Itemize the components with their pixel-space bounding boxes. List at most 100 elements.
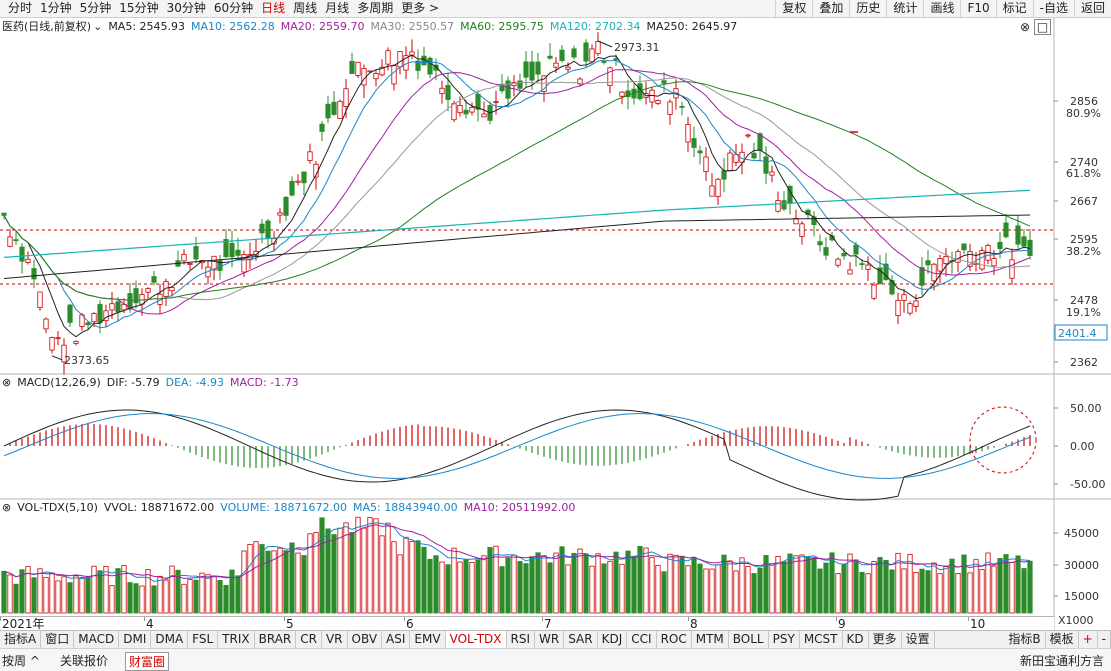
period-tab-1[interactable]: 1分钟	[40, 1, 72, 15]
indicator-tab-15[interactable]: WR	[535, 631, 565, 648]
indicator-tab-24[interactable]: KD	[843, 631, 869, 648]
toolbar-button-3[interactable]: 统计	[886, 0, 923, 17]
indicator-tab-8[interactable]: CR	[296, 631, 322, 648]
indicator-tab-26[interactable]: 设置	[902, 631, 935, 648]
volume-bar	[943, 566, 949, 614]
period-tab-5[interactable]: 60分钟	[213, 1, 254, 15]
volume-bar	[1009, 562, 1015, 614]
status-tab[interactable]: 财富圈	[125, 652, 170, 671]
date-label-1: 4	[146, 617, 154, 631]
chart-title[interactable]: 医药(日线,前复权)	[2, 20, 92, 33]
volume-bar	[139, 585, 145, 614]
period-tab-4[interactable]: 30分钟	[166, 1, 206, 15]
indicator-tab-3[interactable]: DMI	[119, 631, 152, 648]
date-label-5: 8	[690, 617, 698, 631]
volume-bar	[199, 572, 205, 614]
indicator-tab-23[interactable]: MCST	[800, 631, 843, 648]
period-tab-9[interactable]: 多周期	[357, 1, 394, 15]
volume-bar	[895, 552, 901, 614]
volume-bar	[367, 517, 373, 614]
indicator-tab-18[interactable]: CCI	[627, 631, 657, 648]
candle-body	[667, 101, 673, 115]
volume-bar	[781, 561, 787, 614]
period-tab-8[interactable]: 月线	[325, 1, 350, 15]
macd-collapse-icon[interactable]: ⊗	[2, 376, 12, 389]
vvol-label: VVOL: 18871672.00	[103, 501, 215, 514]
candle-body	[433, 64, 439, 71]
indicator-tab-16[interactable]: SAR	[564, 631, 598, 648]
indicator-tab-21[interactable]: BOLL	[729, 631, 769, 648]
indicator-tab-9[interactable]: VR	[322, 631, 348, 648]
indicator-tab-19[interactable]: ROC	[657, 631, 692, 648]
indicator-right-3[interactable]: -	[1098, 631, 1111, 648]
kline-chart[interactable]: 2856 2740 2667 2595 2478 2362 80.9% 61.8% 38.2% 1…	[0, 18, 1111, 630]
candle-body	[553, 62, 559, 68]
candle-body	[91, 313, 97, 323]
indicator-tab-7[interactable]: BRAR	[255, 631, 297, 648]
volume-bar	[655, 564, 661, 614]
period-tab-0[interactable]: 分时	[8, 1, 33, 15]
toolbar-button-7[interactable]: -自选	[1032, 0, 1074, 17]
indicator-tab-10[interactable]: OBV	[348, 631, 383, 648]
indicator-tab-25[interactable]: 更多	[869, 631, 902, 648]
candle-body	[373, 73, 379, 80]
indicator-tab-17[interactable]: KDJ	[598, 631, 628, 648]
candle-body	[847, 269, 853, 275]
indicator-tab-2[interactable]: MACD	[74, 631, 120, 648]
candle-body	[415, 60, 421, 71]
indicator-tab-12[interactable]: EMV	[410, 631, 446, 648]
volume-bar	[31, 577, 37, 614]
candle-body	[763, 156, 769, 174]
status-bar: 按周 ^ 关联报价 财富圈 新田宝通利方言	[0, 648, 1111, 671]
indicator-tab-1[interactable]: 窗口	[41, 631, 75, 648]
indicator-tab-5[interactable]: FSL	[188, 631, 219, 648]
toolbar-button-8[interactable]: 返回	[1073, 0, 1111, 17]
toolbar-button-1[interactable]: 叠加	[812, 0, 849, 17]
indicator-right-1[interactable]: 模板	[1046, 631, 1079, 648]
toolbar-button-5[interactable]: F10	[960, 0, 995, 17]
legend-dropdown-icon[interactable]: ⌄	[93, 20, 103, 33]
toolbar-button-2[interactable]: 历史	[849, 0, 886, 17]
indicator-right-2[interactable]: +	[1079, 631, 1098, 648]
indicator-tab-22[interactable]: PSY	[769, 631, 800, 648]
candle-body	[1009, 259, 1015, 279]
volume-bar	[157, 575, 163, 614]
window-toggle-icon[interactable]: ⊗ □	[1020, 19, 1052, 35]
volume-bar	[133, 583, 139, 614]
indicator-tab-0[interactable]: 指标A	[0, 631, 42, 648]
highlight-circle	[969, 406, 1037, 474]
indicator-tab-6[interactable]: TRIX	[218, 631, 255, 648]
candle-body	[721, 170, 727, 180]
status-left[interactable]: 按周 ^	[2, 654, 40, 668]
indicator-tab-4[interactable]: DMA	[151, 631, 189, 648]
indicator-right-0[interactable]: 指标B	[1004, 631, 1046, 648]
period-tab-2[interactable]: 5分钟	[79, 1, 112, 15]
candle-body	[319, 123, 325, 132]
indicator-tab-14[interactable]: RSI	[507, 631, 536, 648]
ma5-label: MA5: 2545.93	[108, 20, 186, 33]
volume-bar	[751, 573, 757, 614]
date-tick	[404, 617, 405, 621]
candle-body	[31, 268, 37, 280]
indicator-tab-11[interactable]: ASI	[382, 631, 411, 648]
indicator-tab-13[interactable]: VOL-TDX	[445, 631, 507, 648]
toolbar-button-0[interactable]: 复权	[775, 0, 812, 17]
volume-bar	[787, 553, 793, 614]
vol-title: VOL-TDX(5,10)	[17, 501, 98, 514]
volume-bar	[505, 557, 511, 614]
volume-bar	[769, 563, 775, 614]
status-related[interactable]: 关联报价	[60, 654, 109, 668]
period-tab-7[interactable]: 周线	[293, 1, 318, 15]
period-tab-3[interactable]: 15分钟	[119, 1, 159, 15]
toolbar-button-6[interactable]: 标记	[995, 0, 1033, 17]
volume-bar	[151, 585, 157, 614]
period-tab-6[interactable]: 日线	[261, 1, 286, 15]
volume-bar	[205, 574, 211, 614]
volume-collapse-icon[interactable]: ⊗	[2, 501, 12, 514]
volume-bar	[451, 547, 457, 614]
toolbar-button-4[interactable]: 画线	[923, 0, 960, 17]
indicator-tab-20[interactable]: MTM	[692, 631, 729, 648]
period-tab-10[interactable]: 更多 >	[401, 1, 440, 15]
ma5-line	[3, 54, 1031, 338]
macd-tick-label-0: 50.00	[1070, 402, 1102, 415]
